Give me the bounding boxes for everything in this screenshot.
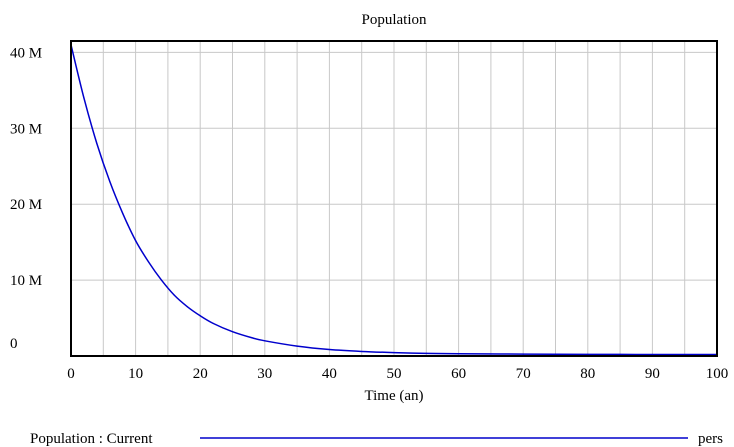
y-tick-label: 10 M [10, 273, 42, 289]
x-tick-labels: 0 10 20 30 40 50 60 70 80 90 100 [67, 366, 728, 382]
data-point [587, 353, 589, 355]
data-point [199, 315, 201, 317]
legend-series-name: Population : Current [30, 431, 153, 447]
data-point [83, 97, 85, 99]
data-point [361, 350, 363, 353]
data-point [328, 348, 330, 351]
x-axis-label: Time (an) [364, 388, 423, 404]
legend-series-unit: pers [698, 431, 723, 447]
x-tick-label: 70 [516, 366, 531, 382]
data-point [122, 212, 124, 214]
x-tick-label: 0 [67, 366, 75, 382]
y-tick-label: 30 M [10, 121, 42, 137]
data-point [96, 142, 98, 145]
data-point [212, 322, 214, 324]
data-point [135, 240, 137, 242]
legend: Population : Current pers [30, 431, 723, 447]
y-tick-label: 0 [10, 336, 18, 352]
x-tick-label: 90 [645, 366, 660, 382]
x-tick-label: 20 [193, 366, 208, 382]
data-point [458, 353, 460, 355]
x-tick-label: 100 [706, 366, 729, 382]
data-point [296, 345, 298, 347]
x-tick-label: 80 [580, 366, 595, 382]
data-point [425, 352, 427, 354]
y-tick-label: 40 M [10, 45, 42, 61]
x-tick-label: 60 [451, 366, 466, 382]
x-tick-label: 50 [387, 366, 402, 382]
data-point [522, 353, 524, 355]
chart-title: Population [361, 12, 427, 28]
x-tick-label: 30 [257, 366, 272, 382]
data-point [393, 351, 395, 354]
x-tick-label: 10 [128, 366, 143, 382]
plot-frame [70, 40, 718, 357]
data-point [264, 340, 266, 342]
data-point [186, 306, 188, 308]
data-point [251, 337, 253, 339]
data-point [231, 331, 234, 333]
data-point [651, 353, 654, 356]
x-tick-label: 40 [322, 366, 337, 382]
y-tick-label: 20 M [10, 197, 42, 213]
data-point [173, 294, 175, 296]
y-tick-labels: 0 10 M 20 M 30 M 40 M [10, 45, 42, 352]
data-point [147, 261, 150, 263]
grid [71, 41, 717, 356]
data-point [109, 180, 111, 183]
data-point [160, 279, 163, 281]
